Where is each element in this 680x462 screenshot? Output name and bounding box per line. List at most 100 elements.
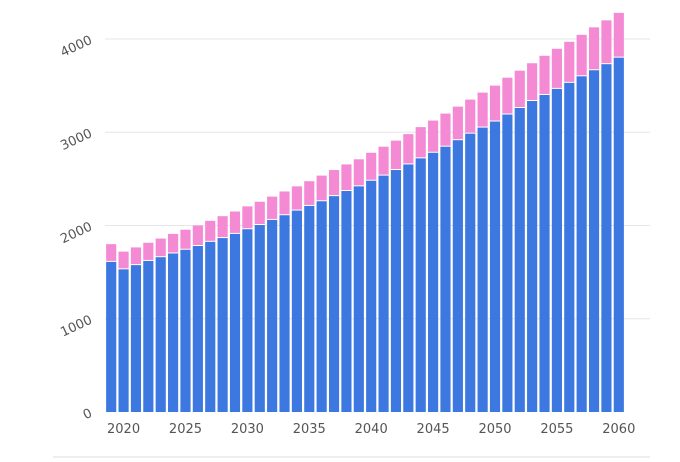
bar-segment-lower	[155, 257, 166, 412]
x-tick-label: 2040	[355, 422, 388, 437]
bar-segment-upper	[328, 170, 340, 196]
bar-segment-upper	[267, 196, 278, 219]
bar-segment-lower	[576, 76, 587, 413]
bar-segment-lower	[366, 180, 377, 412]
bar-segment-lower	[403, 164, 414, 412]
bar-segment-upper	[180, 229, 191, 249]
bar-segment-lower	[452, 140, 463, 412]
bar-segment-lower	[242, 229, 253, 412]
y-tick-label: 4000	[58, 33, 94, 61]
bar-segment-upper	[106, 244, 117, 261]
bar-segment-upper	[588, 27, 600, 70]
x-tick-label: 2045	[417, 422, 450, 437]
bar-segment-lower	[588, 70, 600, 413]
bar-segment-upper	[229, 211, 241, 233]
bar-segment-upper	[279, 191, 290, 215]
bar-segment-lower	[192, 246, 203, 412]
x-axis-ticks: 2020 2025 2030 2035 2040 2045 2050 2055 2060	[107, 422, 635, 437]
bar-segment-lower	[527, 101, 538, 412]
x-tick-label: 2035	[293, 422, 326, 437]
bar-segment-upper	[527, 63, 538, 101]
bar-segment-lower	[502, 114, 513, 412]
bar-segment-upper	[143, 242, 154, 260]
bar-segment-upper	[440, 113, 451, 146]
bar-segment-lower	[551, 88, 562, 413]
bar-segment-upper	[415, 127, 426, 158]
bar-segment-lower	[254, 225, 265, 412]
bar-segment-upper	[539, 55, 550, 94]
bar-segment-upper	[576, 34, 587, 76]
bar-segment-upper	[601, 20, 612, 64]
bar-segment-lower	[489, 121, 501, 413]
bar-segment-upper	[502, 77, 513, 114]
y-tick-label: 2000	[58, 220, 94, 248]
bars	[106, 12, 624, 413]
bar-segment-lower	[564, 82, 575, 412]
bar-segment-lower	[390, 170, 402, 412]
bar-segment-upper	[366, 152, 377, 180]
bar-segment-upper	[613, 12, 624, 57]
bar-segment-lower	[291, 210, 302, 412]
bar-segment-lower	[205, 241, 216, 412]
bar-segment-upper	[514, 70, 525, 108]
bar-segment-upper	[254, 201, 265, 225]
x-tick-label: 2055	[540, 422, 573, 437]
bar-segment-lower	[143, 260, 154, 412]
x-tick-label: 2060	[602, 422, 635, 437]
bar-segment-lower	[328, 196, 340, 412]
bar-segment-upper	[304, 181, 315, 205]
bar-segment-lower	[428, 152, 439, 412]
y-tick-label: 1000	[58, 313, 94, 341]
bar-segment-lower	[601, 64, 612, 413]
bar-segment-upper	[192, 225, 203, 246]
y-tick-label: 3000	[58, 126, 94, 154]
y-tick-label: 0	[81, 406, 95, 423]
bar-segment-upper	[353, 159, 364, 186]
bar-segment-upper	[217, 216, 228, 238]
bar-segment-upper	[452, 106, 463, 140]
bar-segment-upper	[168, 233, 179, 253]
bar-segment-lower	[168, 253, 179, 412]
x-tick-label: 2030	[231, 422, 264, 437]
bar-segment-upper	[564, 41, 575, 82]
bar-segment-upper	[378, 146, 389, 175]
bar-segment-lower	[304, 205, 315, 412]
bar-segment-lower	[465, 133, 476, 412]
bar-segment-lower	[229, 233, 241, 412]
bar-segment-lower	[118, 269, 129, 412]
bar-segment-lower	[477, 127, 488, 413]
bar-segment-lower	[440, 146, 451, 413]
bar-segment-lower	[316, 201, 327, 412]
bar-segment-lower	[267, 219, 278, 412]
bar-segment-lower	[180, 249, 191, 412]
bar-segment-lower	[514, 108, 525, 412]
x-tick-label: 2020	[107, 422, 140, 437]
bar-segment-upper	[291, 186, 302, 210]
bar-segment-upper	[130, 247, 142, 265]
bar-segment-upper	[118, 251, 129, 269]
bar-segment-lower	[415, 158, 426, 412]
bar-segment-upper	[428, 120, 439, 152]
bar-segment-upper	[465, 99, 476, 133]
y-axis-ticks: 0 1000 2000 3000 4000	[58, 33, 94, 423]
bar-segment-upper	[489, 85, 501, 121]
bar-segment-lower	[106, 261, 117, 412]
bar-segment-upper	[403, 134, 414, 164]
bar-segment-lower	[217, 238, 228, 412]
bar-segment-lower	[613, 57, 624, 413]
bar-segment-lower	[130, 265, 142, 412]
bar-segment-upper	[242, 206, 253, 229]
bar-segment-upper	[205, 220, 216, 241]
bar-segment-lower	[353, 186, 364, 412]
bar-segment-upper	[316, 175, 327, 201]
bar-segment-lower	[378, 175, 389, 412]
bar-segment-upper	[551, 48, 562, 88]
bar-segment-lower	[279, 215, 290, 412]
x-tick-label: 2050	[478, 422, 511, 437]
x-tick-label: 2025	[169, 422, 202, 437]
bar-segment-upper	[155, 238, 166, 257]
bar-segment-lower	[539, 94, 550, 412]
bar-segment-upper	[477, 92, 488, 127]
bar-segment-upper	[390, 140, 402, 170]
